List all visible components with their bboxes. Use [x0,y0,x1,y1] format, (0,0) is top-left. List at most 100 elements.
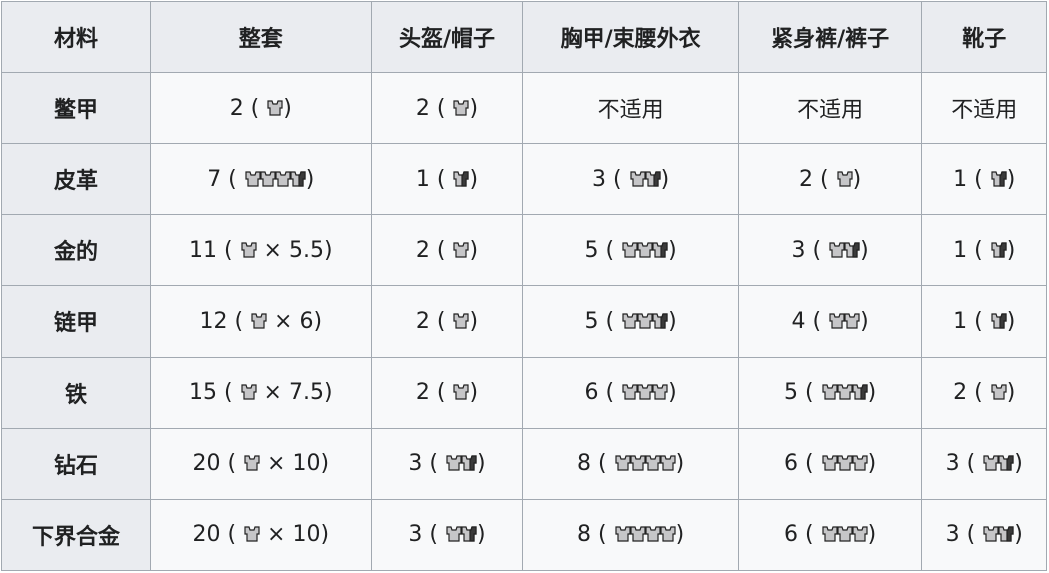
half-armor-icon [461,526,477,543]
cell-helmet: 2 ( ) [370,71,524,145]
half-armor-icon [991,171,1007,187]
material-name: 铁 [1,356,151,429]
material-name: 下界合金 [1,498,151,572]
cell-full-set: 20 ( × 10) [150,498,372,572]
armor-value: 2 [953,380,968,406]
half-armor-icon [290,171,306,187]
cell-full-set: 12 ( × 6) [150,285,372,358]
armor-icons [991,170,1007,188]
armor-icon [446,526,462,543]
header-row: 材料 整套 头盔/帽子 胸甲/束腰外衣 紧身裤/裤子 靴子 [1,1,1047,73]
cell-chestplate: 5 ( ) [522,285,739,358]
half-armor-icon [461,455,477,471]
armor-icons [622,241,668,259]
half-armor-icon [991,242,1007,258]
armor-icons [446,525,477,543]
armor-value: 12 [199,308,228,334]
armor-value: 5 [584,237,599,263]
armor-value: 6 [784,522,799,548]
armor-icon [453,242,470,258]
armor-value: 2 [799,166,814,192]
armor-icon [629,171,646,187]
armor-icon [614,526,631,543]
armor-icons [453,99,470,117]
armor-icons [622,383,668,401]
armor-value: 6 [784,451,799,477]
cell-leggings: 5 ( ) [737,356,923,429]
header-chestplate: 胸甲/束腰外衣 [522,1,739,73]
header-leggings: 紧身裤/裤子 [737,1,923,73]
armor-icons [446,454,477,472]
armor-multiplier: × 6 [274,308,314,334]
armor-icon [240,384,257,400]
cell-chestplate: 5 ( ) [522,214,739,287]
armor-value: 3 [945,522,960,548]
half-armor-icon [652,313,668,329]
armor-icons [821,383,868,401]
cell-boots: 2 ( ) [921,356,1047,429]
half-armor-icon [844,242,860,258]
armor-icon [836,384,853,400]
armor-icon [983,455,999,471]
cell-full-set: 7 ( ) [150,143,372,216]
armor-icons [614,525,676,543]
armor-icons [991,312,1007,330]
armor-value: 1 [953,237,968,263]
armor-value: 5 [584,308,599,334]
armor-icon [991,384,1007,400]
armor-value: 3 [592,166,606,192]
armor-icon [821,526,838,543]
table-row: 钻石 20 ( × 10) 3 ( ) 8 ( ) 6 ( ) 3 ( ) [1,427,1047,500]
armor-value: 15 [188,380,217,406]
armor-value: 6 [584,380,599,406]
armor-icon [844,313,860,329]
cell-boots: 1 ( ) [921,214,1047,287]
armor-icons [453,170,470,188]
cell-helmet: 1 ( ) [370,143,524,216]
armor-icons [991,383,1007,401]
armor-value: 2 [415,237,430,263]
armor-icons [240,241,257,259]
half-armor-icon [998,455,1014,471]
table-row: 链甲 12 ( × 6) 2 ( ) 5 ( ) 4 ( ) 1 ( ) [1,285,1047,358]
cell-helmet: 2 ( ) [370,356,524,429]
cell-leggings: 4 ( ) [737,285,923,358]
cell-full-set: 20 ( × 10) [150,427,372,500]
armor-icons [267,99,283,117]
half-armor-icon [851,384,868,400]
armor-icon [836,171,853,187]
armor-value: 8 [577,522,591,548]
armor-icon [244,455,260,471]
armor-value: 1 [953,308,968,334]
material-name: 钻石 [1,427,151,500]
cell-leggings: 6 ( ) [737,427,923,500]
armor-icons [629,170,661,188]
armor-icon [851,455,868,471]
armor-value: 2 [415,308,430,334]
armor-icons [829,241,860,259]
half-armor-icon [998,526,1014,543]
armor-multiplier: × 7.5 [263,380,324,406]
armor-icons [244,454,260,472]
armor-icons [622,312,668,330]
armor-icon [659,455,676,471]
armor-multiplier: × 10 [267,451,321,477]
armor-icon [629,526,646,543]
cell-leggings: 6 ( ) [737,498,923,572]
armor-icons [453,241,470,259]
armor-icons [453,312,470,330]
header-full-set: 整套 [150,1,372,73]
material-name: 鳖甲 [1,71,151,145]
armor-icon [614,455,631,471]
half-armor-icon [644,171,661,187]
material-name: 皮革 [1,143,151,216]
table-row: 金的 11 ( × 5.5) 2 ( ) 5 ( ) 3 ( ) 1 ( ) [1,214,1047,287]
cell-leggings: 2 ( ) [737,143,923,216]
armor-icon [446,455,462,471]
armor-icon [245,171,261,187]
armor-value: 5 [784,380,799,406]
armor-value: 3 [408,451,423,477]
armor-icon [453,384,470,400]
armor-icon [659,526,676,543]
armor-icon [836,526,853,543]
